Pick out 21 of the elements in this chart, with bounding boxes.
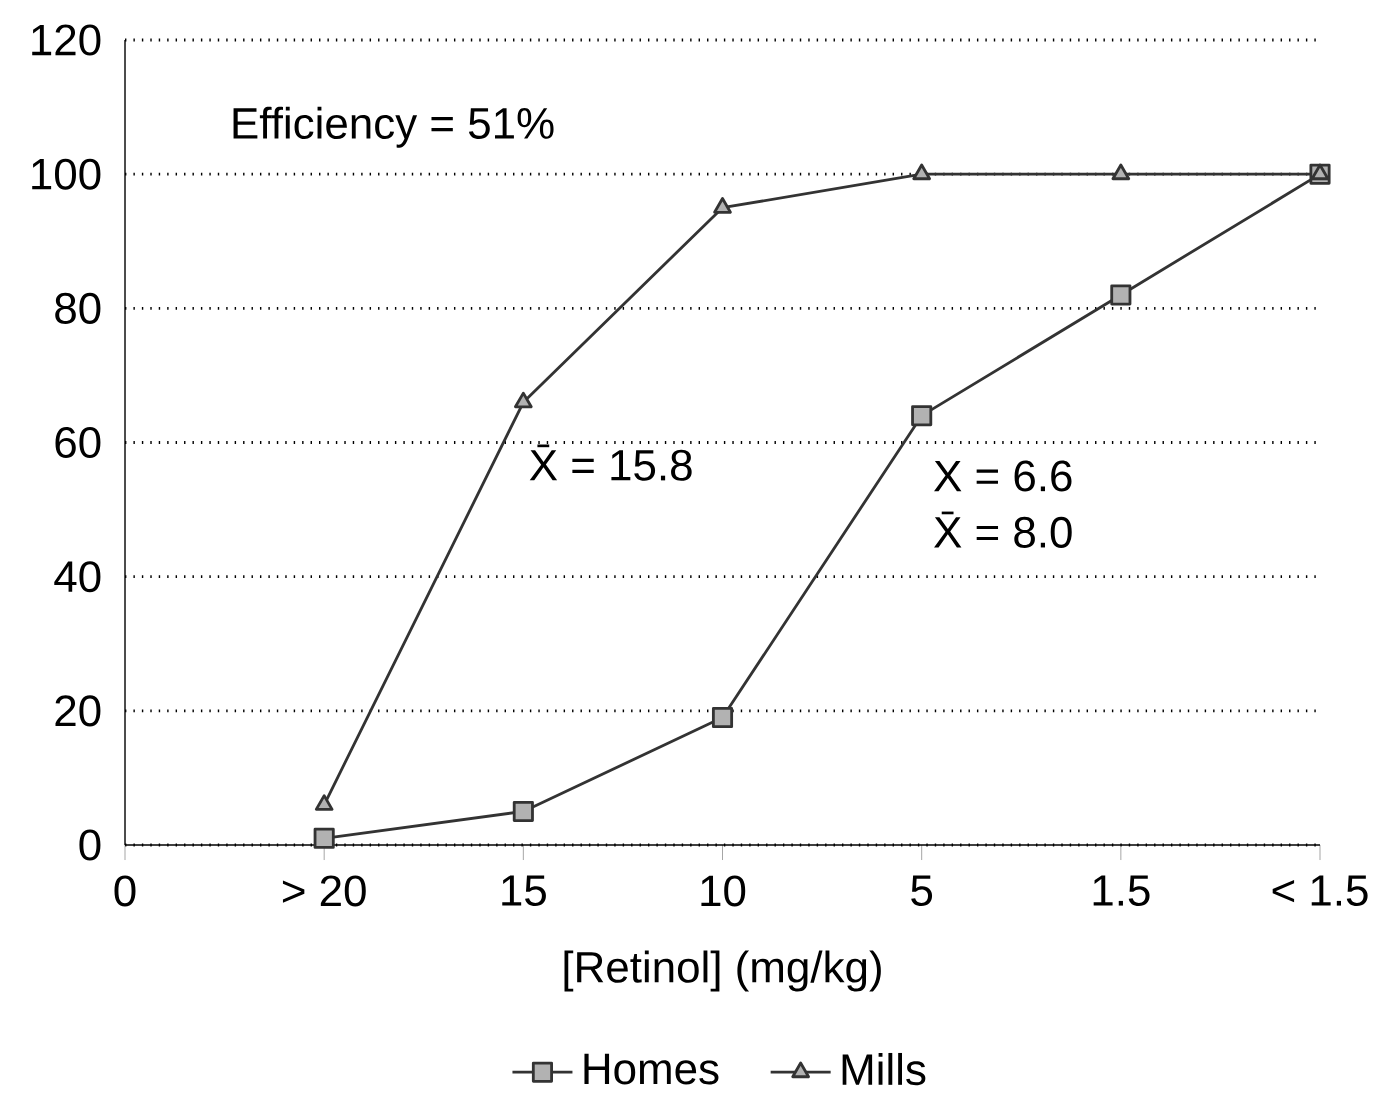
annotation: X̄ = 8.0 [934, 511, 1072, 548]
legend-label: Homes [584, 1053, 719, 1085]
y-tick-label: 40 [54, 561, 101, 593]
annotation: Efficiency = 51% [233, 106, 554, 148]
x-axis-title: [Retinol] (mg/kg) [564, 950, 881, 992]
y-tick-label: 60 [55, 426, 101, 459]
x-tick-label: 5 [911, 875, 933, 907]
legend-label: Mills [842, 1052, 926, 1086]
x-tick-label: 10 [701, 875, 746, 907]
y-tick-label: 20 [55, 695, 101, 727]
annotation: X = 6.6 [934, 460, 1072, 492]
x-tick-label: 0 [114, 875, 136, 907]
y-tick-label: 0 [79, 829, 101, 861]
annotation: X̄ = 15.8 [529, 444, 692, 481]
x-tick-label: 1.5 [1093, 875, 1150, 907]
y-tick-label: 80 [55, 292, 101, 324]
y-tick-label: 100 [32, 158, 101, 190]
x-tick-label: < 1.5 [1272, 875, 1368, 907]
y-tick-label: 120 [32, 24, 101, 56]
x-tick-label: 15 [502, 875, 546, 907]
x-tick-label: > 20 [282, 875, 366, 907]
